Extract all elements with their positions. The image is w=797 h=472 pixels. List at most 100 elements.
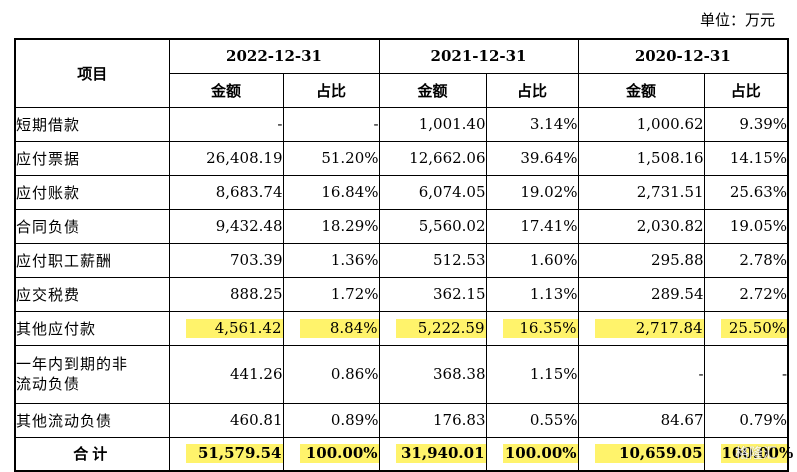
row-label: 合同负债 [14, 208, 170, 244]
share-cell: 9.39% [703, 106, 789, 142]
table-row: 应付账款 8,683.74 16.84% 6,074.05 19.02% 2,731.51… [14, 174, 789, 210]
highlighted-value: 100.00% [720, 444, 794, 464]
row-label-line: 一年内到期的非 [16, 355, 129, 373]
amount-cell: 2,731.51 [577, 174, 705, 210]
amount-cell: 295.88 [577, 242, 705, 278]
header-period-2020: 2020-12-31 [577, 38, 789, 74]
table-row: 应交税费 888.25 1.72% 362.15 1.13% 289.54 2.72% [14, 276, 789, 312]
table-row: 一年内到期的非 流动负债 441.26 0.86% 368.38 1.15% - - [14, 344, 789, 404]
share-cell: 16.35% [485, 310, 579, 346]
watermark-text: 格隆汇 [735, 446, 777, 462]
total-label: 合计 [14, 436, 170, 472]
liabilities-table: 项目 2022-12-31 2021-12-31 2020-12-31 金额 占… [14, 38, 794, 472]
total-share-cell: 100.00% [485, 436, 579, 472]
row-label-line: 流动负债 [16, 375, 81, 393]
header-amount: 金额 [168, 72, 284, 108]
highlighted-value: 4,561.42 [185, 318, 283, 338]
header-share: 占比 [485, 72, 579, 108]
share-cell: 19.02% [485, 174, 579, 210]
share-cell: 0.86% [282, 344, 380, 404]
highlighted-value: 5,222.59 [395, 318, 486, 338]
amount-cell: 512.53 [378, 242, 487, 278]
amount-cell: - [577, 344, 705, 404]
amount-cell: 26,408.19 [168, 140, 284, 176]
total-amount-cell: 31,940.01 [378, 436, 487, 472]
amount-cell: 9,432.48 [168, 208, 284, 244]
total-row: 合计 51,579.54 100.00% 31,940.01 100.00% 10,659… [14, 436, 794, 472]
row-label: 短期借款 [14, 106, 170, 142]
share-cell: 25.50% [703, 310, 789, 346]
share-cell: 1.60% [485, 242, 579, 278]
amount-cell: 1,508.16 [577, 140, 705, 176]
amount-cell: 368.38 [378, 344, 487, 404]
header-amount: 金额 [378, 72, 487, 108]
amount-cell: 1,000.62 [577, 106, 705, 142]
highlighted-value: 25.50% [720, 318, 788, 338]
header-share: 占比 [703, 72, 789, 108]
amount-cell: 12,662.06 [378, 140, 487, 176]
table-row: 其他流动负债 460.81 0.89% 176.83 0.55% 84.67 0.79% [14, 402, 789, 438]
header-item: 项目 [14, 38, 170, 108]
watermark-logo: 格隆汇 [735, 443, 777, 463]
amount-cell: 2,717.84 [577, 310, 705, 346]
total-share-cell: 100.00% [282, 436, 380, 472]
row-label: 应付职工薪酬 [14, 242, 170, 278]
amount-cell: 441.26 [168, 344, 284, 404]
amount-cell: 5,222.59 [378, 310, 487, 346]
share-cell: 2.78% [703, 242, 789, 278]
highlighted-value: 2,717.84 [594, 318, 704, 338]
share-cell: 25.63% [703, 174, 789, 210]
amount-cell: 84.67 [577, 402, 705, 438]
share-cell: 0.89% [282, 402, 380, 438]
share-cell: 1.72% [282, 276, 380, 312]
amount-cell: 6,074.05 [378, 174, 487, 210]
highlighted-value: 100.00% [502, 444, 578, 464]
highlighted-value: 51,579.54 [185, 444, 283, 464]
highlighted-value: 16.35% [502, 318, 578, 338]
share-cell: 2.72% [703, 276, 789, 312]
share-cell: - [703, 344, 789, 404]
row-label: 一年内到期的非 流动负债 [14, 344, 170, 404]
amount-cell: 5,560.02 [378, 208, 487, 244]
amount-cell: 888.25 [168, 276, 284, 312]
share-cell: 0.55% [485, 402, 579, 438]
table-row: 短期借款 - -1,001.40 3.14% 1,000.62 9.39% [14, 106, 789, 142]
row-label: 其他流动负债 [14, 402, 170, 438]
share-cell: 19.05% [703, 208, 789, 244]
header-share: 占比 [282, 72, 380, 108]
table-row: 其他应付款 4,561.42 8.84% 5,222.59 16.35% 2,717.84… [14, 310, 789, 346]
amount-cell: 4,561.42 [168, 310, 284, 346]
share-cell: 1.36% [282, 242, 380, 278]
amount-cell: 289.54 [577, 276, 705, 312]
share-cell: 16.84% [282, 174, 380, 210]
share-cell: 17.41% [485, 208, 579, 244]
unit-label: 单位：万元 [699, 11, 775, 29]
total-amount-cell: 10,659.05 [577, 436, 705, 472]
table-row: 应付票据 26,408.19 51.20% 12,662.06 39.64% 1,508.… [14, 140, 789, 176]
header-amount: 金额 [577, 72, 705, 108]
share-cell: 1.13% [485, 276, 579, 312]
share-cell: 39.64% [485, 140, 579, 176]
amount-cell: 8,683.74 [168, 174, 284, 210]
amount-cell: 2,030.82 [577, 208, 705, 244]
share-cell: 8.84% [282, 310, 380, 346]
amount-cell: 1,001.40 [378, 106, 487, 142]
row-label: 应付账款 [14, 174, 170, 210]
header-period-2021: 2021-12-31 [378, 38, 579, 74]
share-cell: 14.15% [703, 140, 789, 176]
share-cell: - [282, 106, 380, 142]
amount-cell: 703.39 [168, 242, 284, 278]
total-amount-cell: 51,579.54 [168, 436, 284, 472]
share-cell: 0.79% [703, 402, 789, 438]
row-label: 其他应付款 [14, 310, 170, 346]
share-cell: 18.29% [282, 208, 380, 244]
total-share-cell: 100.00% [703, 436, 794, 472]
amount-cell: - [168, 106, 284, 142]
highlighted-value: 31,940.01 [395, 444, 486, 464]
share-cell: 3.14% [485, 106, 579, 142]
row-label: 应交税费 [14, 276, 170, 312]
highlighted-value: 100.00% [299, 444, 379, 464]
highlighted-value: 10,659.05 [594, 444, 704, 464]
table-row: 应付职工薪酬 703.39 1.36% 512.53 1.60% 295.88 2.78% [14, 242, 789, 278]
header-period-2022: 2022-12-31 [168, 38, 380, 74]
